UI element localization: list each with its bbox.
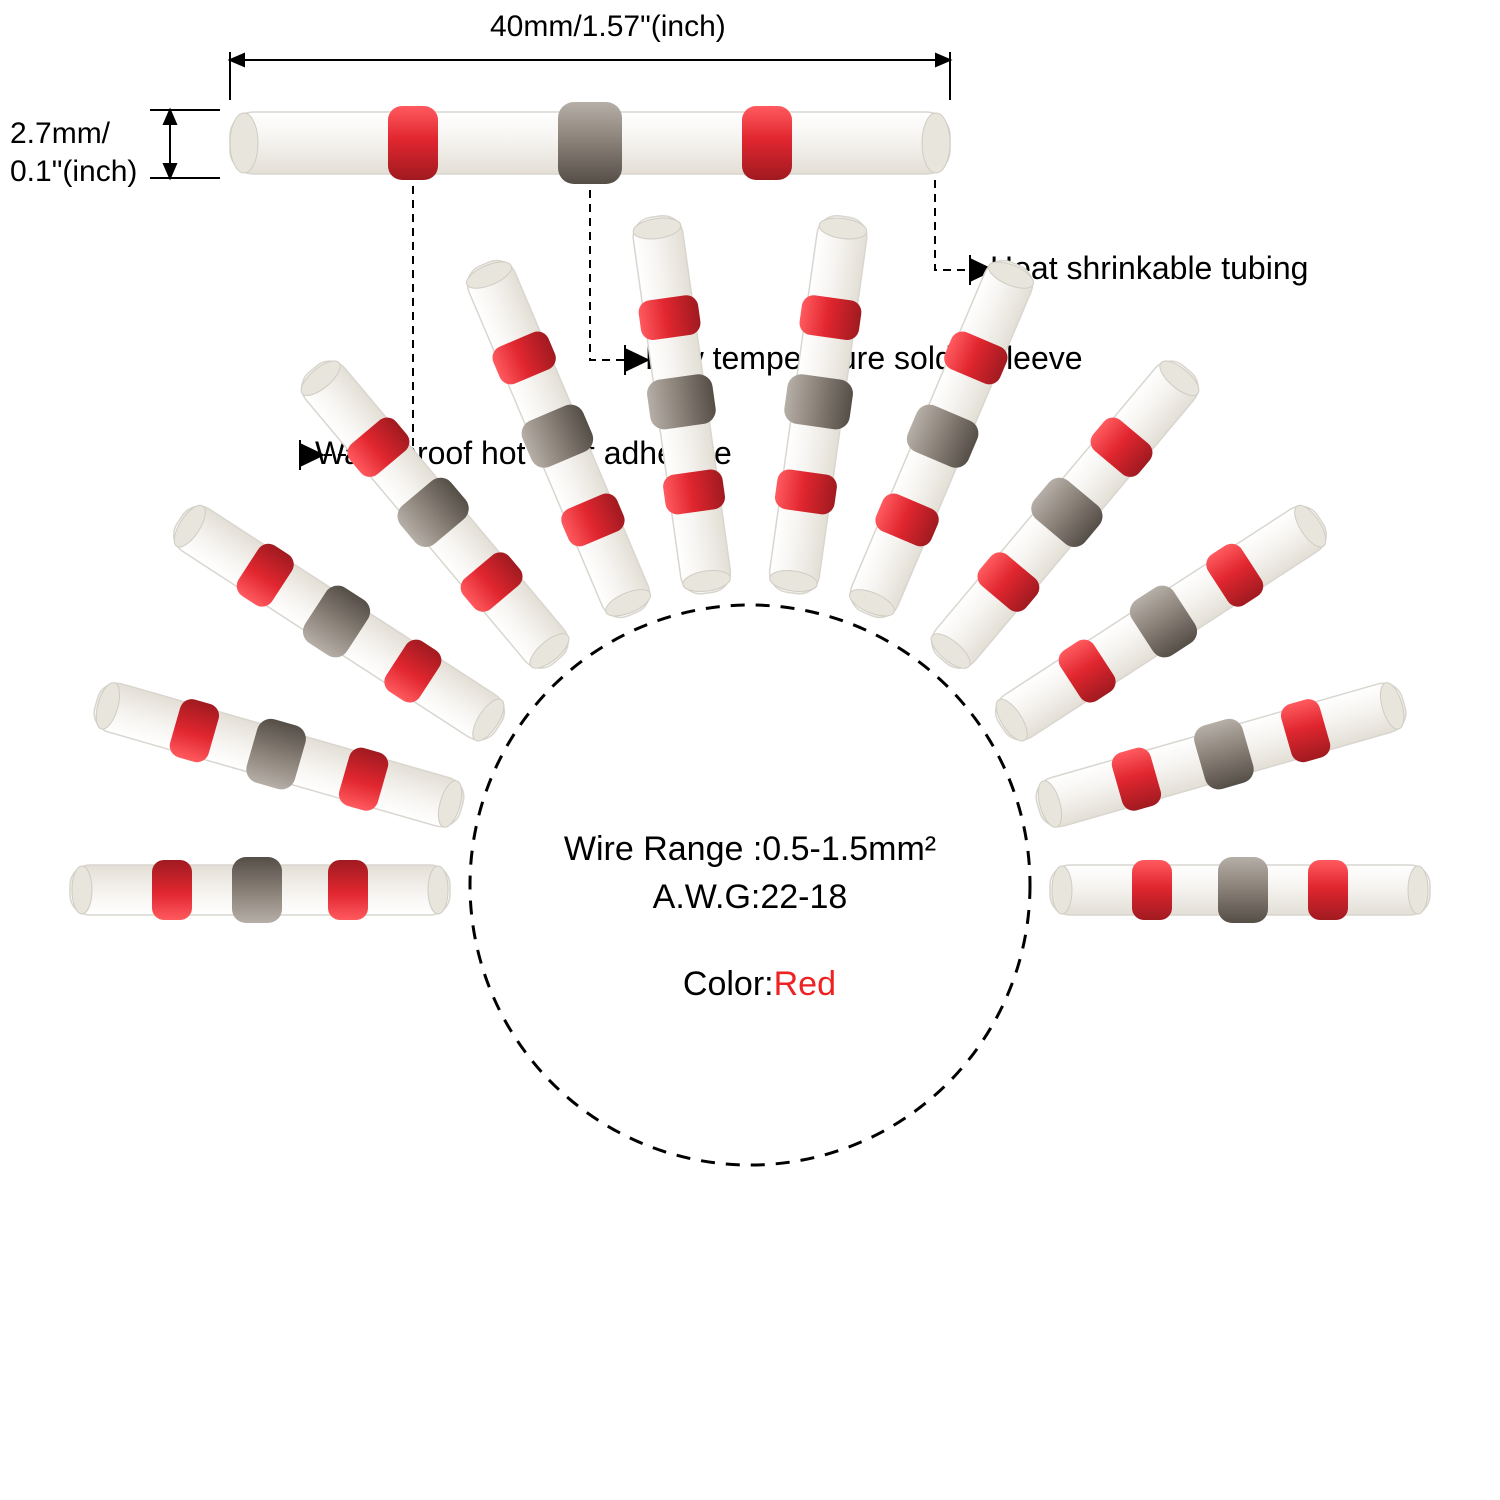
connector-fan [0, 0, 1500, 1500]
fan-connector [1050, 857, 1430, 923]
fan-connector [759, 212, 877, 597]
fan-connector [70, 857, 450, 923]
fan-connector [623, 212, 741, 597]
